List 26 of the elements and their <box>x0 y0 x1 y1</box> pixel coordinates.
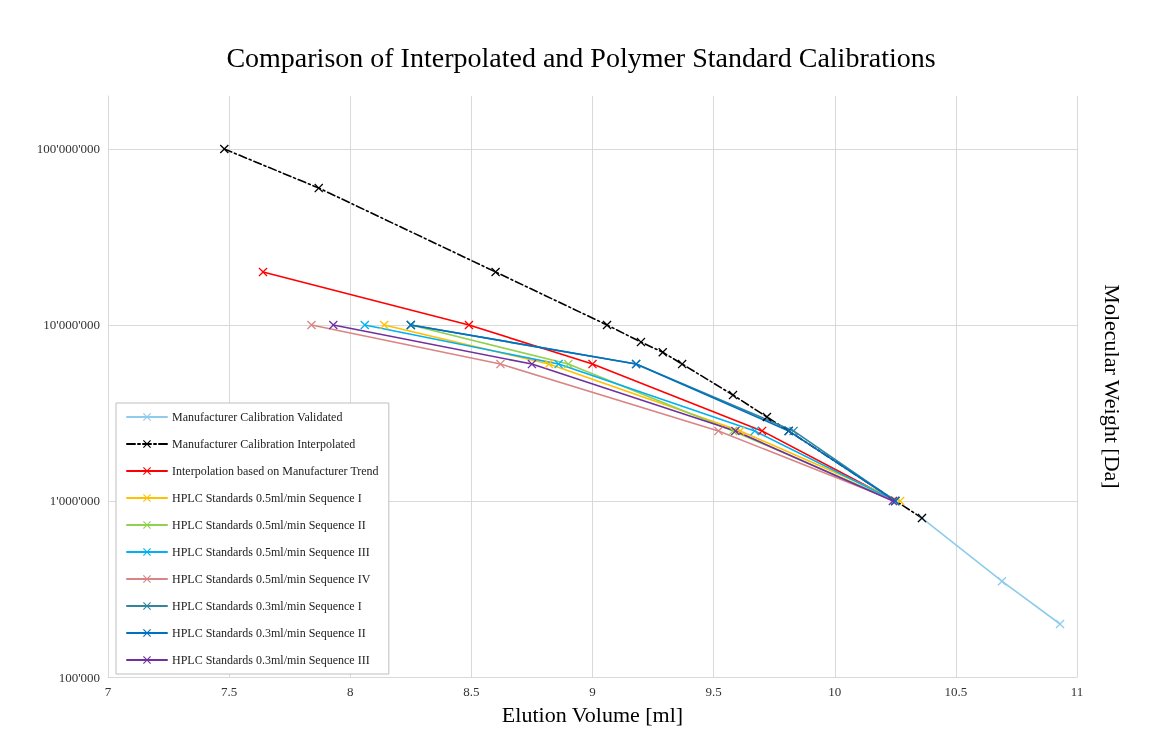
x-tick-label: 8.5 <box>463 684 480 699</box>
y-axis-title: Molecular Weight [Da] <box>1099 284 1125 489</box>
y-tick-label: 1'000'000 <box>49 493 100 509</box>
y-tick-label: 10'000'000 <box>43 317 100 333</box>
x-tick-label: 9.5 <box>705 684 722 699</box>
y-tick-label: 100'000'000 <box>36 141 100 157</box>
legend-label: Manufacturer Calibration Validated <box>172 410 343 424</box>
x-tick-label: 7 <box>104 684 112 699</box>
x-tick-label: 8 <box>347 684 354 699</box>
x-tick-label: 7.5 <box>221 684 238 699</box>
legend-label: HPLC Standards 0.3ml/min Sequence II <box>172 626 366 640</box>
chart-title: Comparison of Interpolated and Polymer Standard Calibrations <box>226 41 936 73</box>
legend-label: HPLC Standards 0.5ml/min Sequence III <box>172 545 370 559</box>
x-axis-title: Elution Volume [ml] <box>501 701 684 727</box>
legend-label: HPLC Standards 0.5ml/min Sequence I <box>172 491 362 505</box>
x-tick-label: 9 <box>589 684 596 699</box>
y-tick-label: 100'000 <box>58 669 100 685</box>
legend-label: HPLC Standards 0.5ml/min Sequence IV <box>172 572 371 586</box>
legend-label: HPLC Standards 0.5ml/min Sequence II <box>172 518 366 532</box>
legend-label: HPLC Standards 0.3ml/min Sequence III <box>172 653 370 667</box>
legend-label: Manufacturer Calibration Interpolated <box>172 437 356 451</box>
legend-label: HPLC Standards 0.3ml/min Sequence I <box>172 599 362 613</box>
legend-label: Interpolation based on Manufacturer Trend <box>172 464 379 478</box>
x-tick-label: 10.5 <box>944 684 968 699</box>
x-tick-label: 10 <box>828 684 842 699</box>
x-tick-label: 11 <box>1070 684 1084 699</box>
